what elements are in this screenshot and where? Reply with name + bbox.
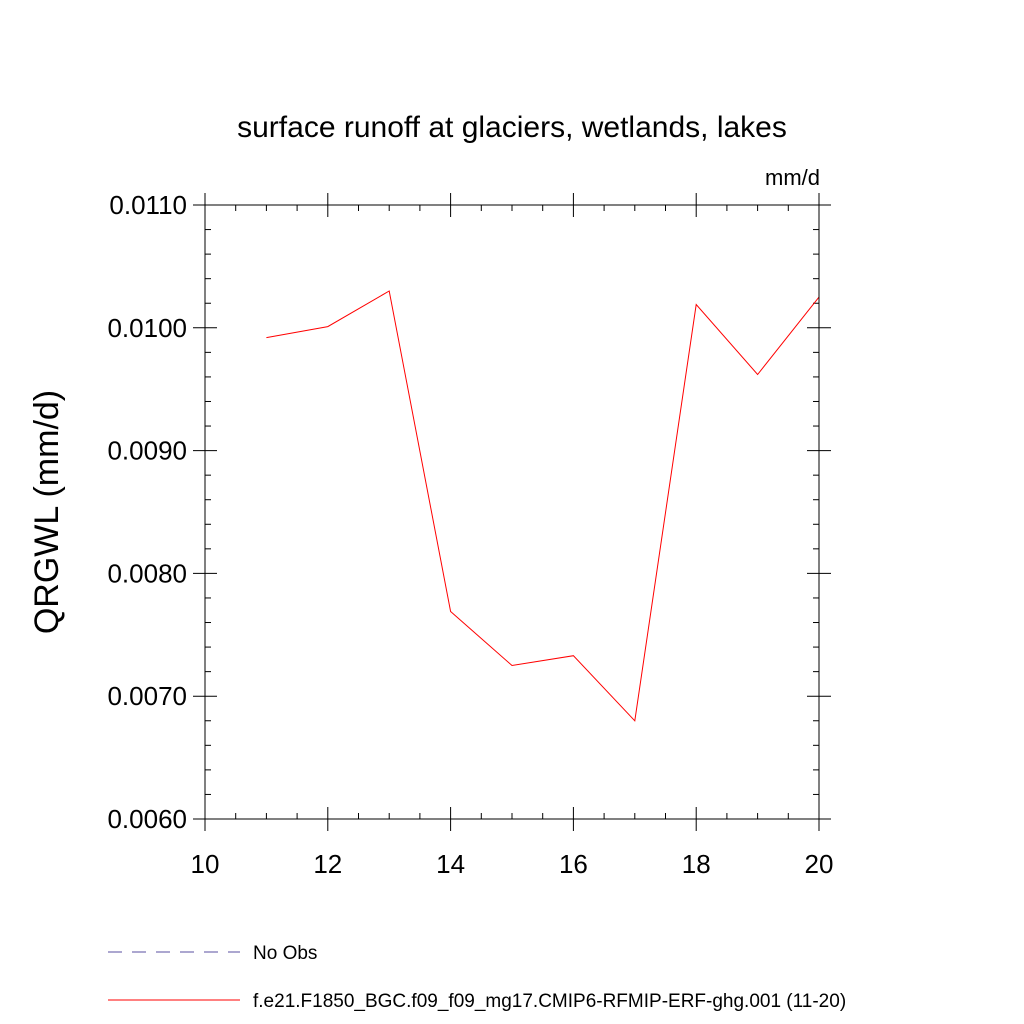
x-tick-label: 20 [805, 849, 834, 879]
y-tick-label: 0.0060 [107, 804, 187, 834]
y-tick-label: 0.0100 [107, 313, 187, 343]
minor-ticks [205, 205, 819, 819]
x-tick-label: 10 [191, 849, 220, 879]
x-tick-label: 16 [559, 849, 588, 879]
chart-title: surface runoff at glaciers, wetlands, la… [237, 111, 787, 144]
plot-frame [204, 204, 820, 820]
x-tick-label: 14 [436, 849, 465, 879]
y-tick-label: 0.0110 [109, 190, 187, 220]
x-tick-label: 12 [313, 849, 342, 879]
series-line [266, 290, 820, 722]
major-ticks [193, 193, 831, 831]
legend-label: No Obs [253, 943, 317, 964]
x-tick-labels: 10 12 14 16 18 20 [191, 849, 834, 879]
x-tick-label: 18 [682, 849, 711, 879]
y-tick-labels: 0.0060 0.0070 0.0080 0.0090 0.0100 0.0110 [107, 190, 187, 834]
y-tick-label: 0.0090 [107, 436, 187, 466]
y-axis-label: QRGWL (mm/d) [28, 390, 66, 634]
y-tick-label: 0.0080 [107, 558, 187, 588]
legend: No Obs f.e21.F1850_BGC.f09_f09_mg17.CMIP6… [108, 943, 846, 1012]
units-label: mm/d [765, 165, 820, 190]
series-layer [266, 290, 820, 722]
y-tick-label: 0.0070 [107, 681, 187, 711]
legend-label: f.e21.F1850_BGC.f09_f09_mg17.CMIP6-RFMIP… [253, 991, 846, 1012]
